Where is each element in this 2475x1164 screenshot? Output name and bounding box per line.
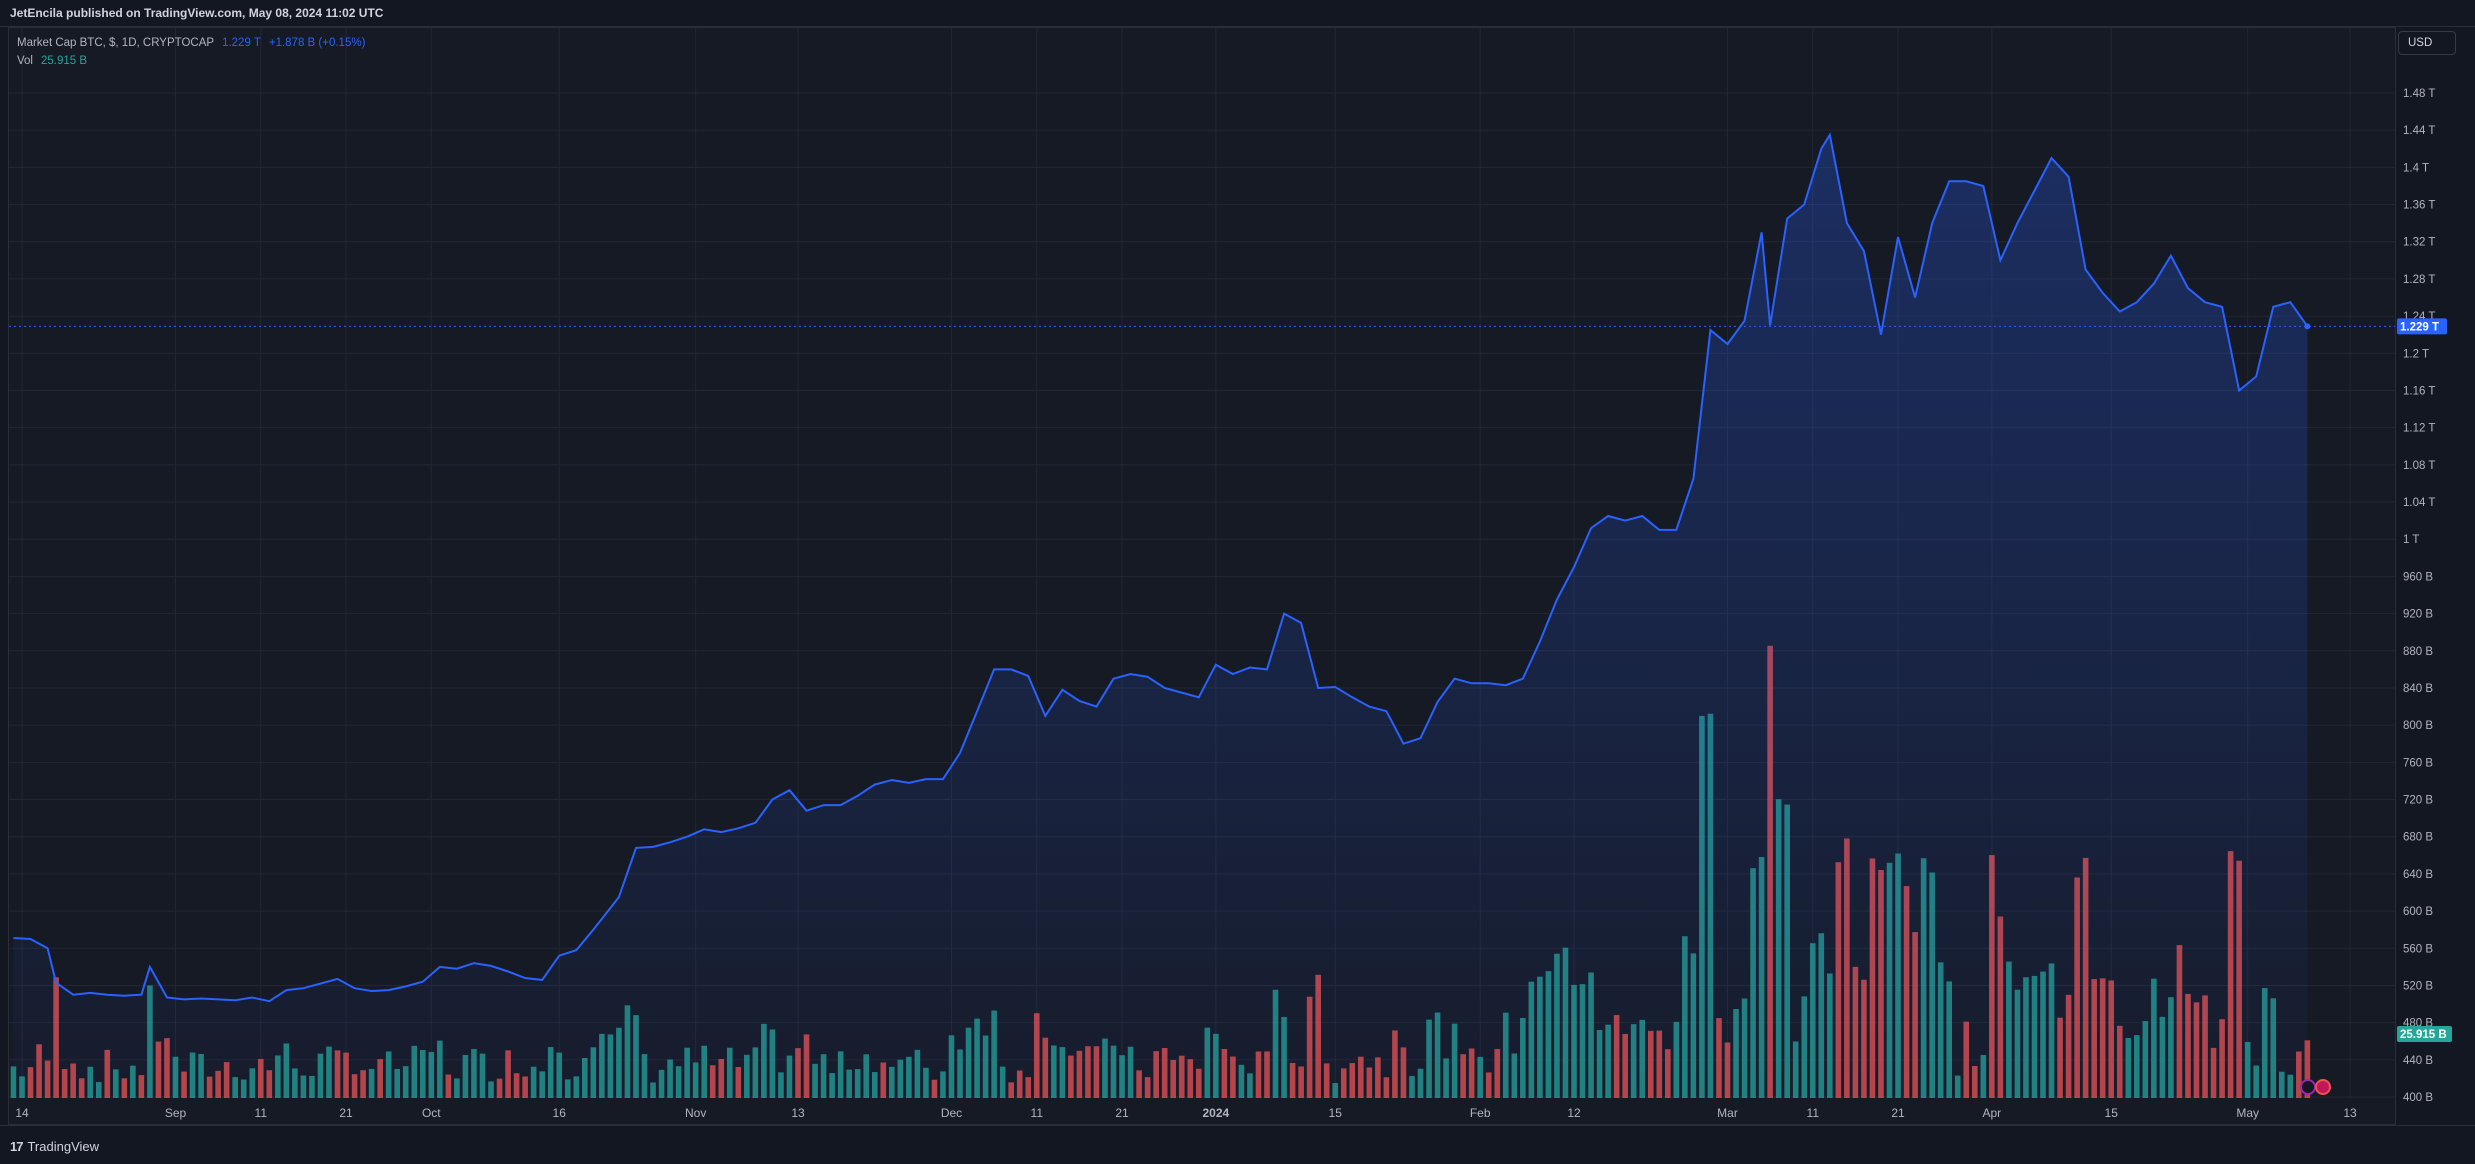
price-tick-label: 720 B [2403,795,2433,807]
time-tick-label: 11 [1031,1106,1044,1120]
top-bar: JetEncila published on TradingView.com, … [0,0,2475,27]
time-tick-label: 15 [2105,1106,2119,1120]
price-tick-label: 1.04 T [2403,497,2435,509]
price-area-fill [13,134,2308,1099]
change-value: +1.878 B (+0.15%) [268,37,366,49]
price-tick-label: 520 B [2403,980,2433,992]
price-tick-label: 1.08 T [2403,460,2435,472]
tradingview-brand: TradingView [27,1139,100,1154]
price-tick-label: 440 B [2403,1055,2433,1067]
price-tick-label: 680 B [2403,832,2433,844]
time-tick-label: Nov [685,1106,706,1120]
time-tick-label: 15 [1329,1106,1343,1120]
last-volume-label: 25.915 B [2400,1029,2447,1041]
time-tick-label: 21 [339,1106,353,1120]
price-tick-label: 1.2 T [2403,348,2429,360]
time-tick-label: Sep [165,1106,187,1120]
chart-legend: Market Cap BTC, $, 1D, CRYPTOCAP 1.229 T… [17,34,365,70]
publisher-line: JetEncila published on TradingView.com, … [10,6,384,20]
currency-button[interactable]: USD [2398,31,2456,55]
time-tick-label: 12 [1567,1106,1581,1120]
bottom-bar: 17 TradingView [0,1125,2475,1164]
last-value: 1.229 T [222,37,261,49]
price-tick-label: 1.44 T [2403,125,2435,137]
time-tick-label: Feb [1470,1106,1491,1120]
price-tick-label: 920 B [2403,609,2433,621]
time-tick-label: Oct [422,1106,441,1120]
volume-label[interactable]: Vol [17,55,33,67]
time-axis: 14 Sep 11 21 Oct 16 Nov 13 Dec 11 21 2024 15 Feb 12 Mar… [15,1106,2357,1120]
time-tick-label: 21 [1115,1106,1129,1120]
price-tick-label: 840 B [2403,683,2433,695]
time-tick-label: May [2236,1106,2259,1120]
price-tick-label: 760 B [2403,757,2433,769]
price-tick-label: 960 B [2403,571,2433,583]
time-tick-label: 2024 [1202,1106,1229,1120]
time-tick-label: 11 [1807,1106,1820,1120]
price-tick-label: 400 B [2403,1092,2433,1104]
time-tick-label: Apr [1983,1106,2002,1120]
tradingview-logo-icon: 17 [10,1139,24,1154]
volume-value: 25.915 B [41,55,88,67]
time-tick-label: 16 [553,1106,567,1120]
last-price-badge [2397,318,2447,335]
event-flash-icon [2300,1079,2316,1095]
price-tick-label: 1.16 T [2403,385,2435,397]
time-tick-label: 13 [2343,1106,2357,1120]
price-tick-label: 880 B [2403,646,2433,658]
time-tick-label: 13 [791,1106,805,1120]
tradingview-logo[interactable]: 17 TradingView [10,1139,99,1154]
time-tick-label: Dec [941,1106,962,1120]
price-tick-label: 1.28 T [2403,274,2435,286]
price-tick-label: 1.32 T [2403,237,2435,249]
time-tick-label: Mar [1717,1106,1738,1120]
price-tick-label: 1 T [2403,534,2419,546]
volume-bar [10,1066,17,1098]
price-tick-label: 1.12 T [2403,423,2435,435]
price-tick-label: 560 B [2403,943,2433,955]
time-tick-label: 11 [255,1106,268,1120]
last-point-dot [2304,323,2311,330]
price-tick-label: 600 B [2403,906,2433,918]
price-tick-label: 640 B [2403,869,2433,881]
symbol-description[interactable]: Market Cap BTC, $, 1D, CRYPTOCAP [17,37,215,49]
price-tick-label: 1.4 T [2403,162,2429,174]
price-tick-label: 800 B [2403,720,2433,732]
time-tick-label: 21 [1891,1106,1905,1120]
price-tick-label: 1.36 T [2403,200,2435,212]
price-line [13,132,2309,1003]
price-tick-label: 1.48 T [2403,88,2435,100]
last-volume-badge [2397,1026,2452,1042]
event-flag-icon [2315,1079,2331,1095]
time-tick-label: 14 [15,1106,29,1120]
last-price-label: 1.229 T [2400,321,2439,333]
